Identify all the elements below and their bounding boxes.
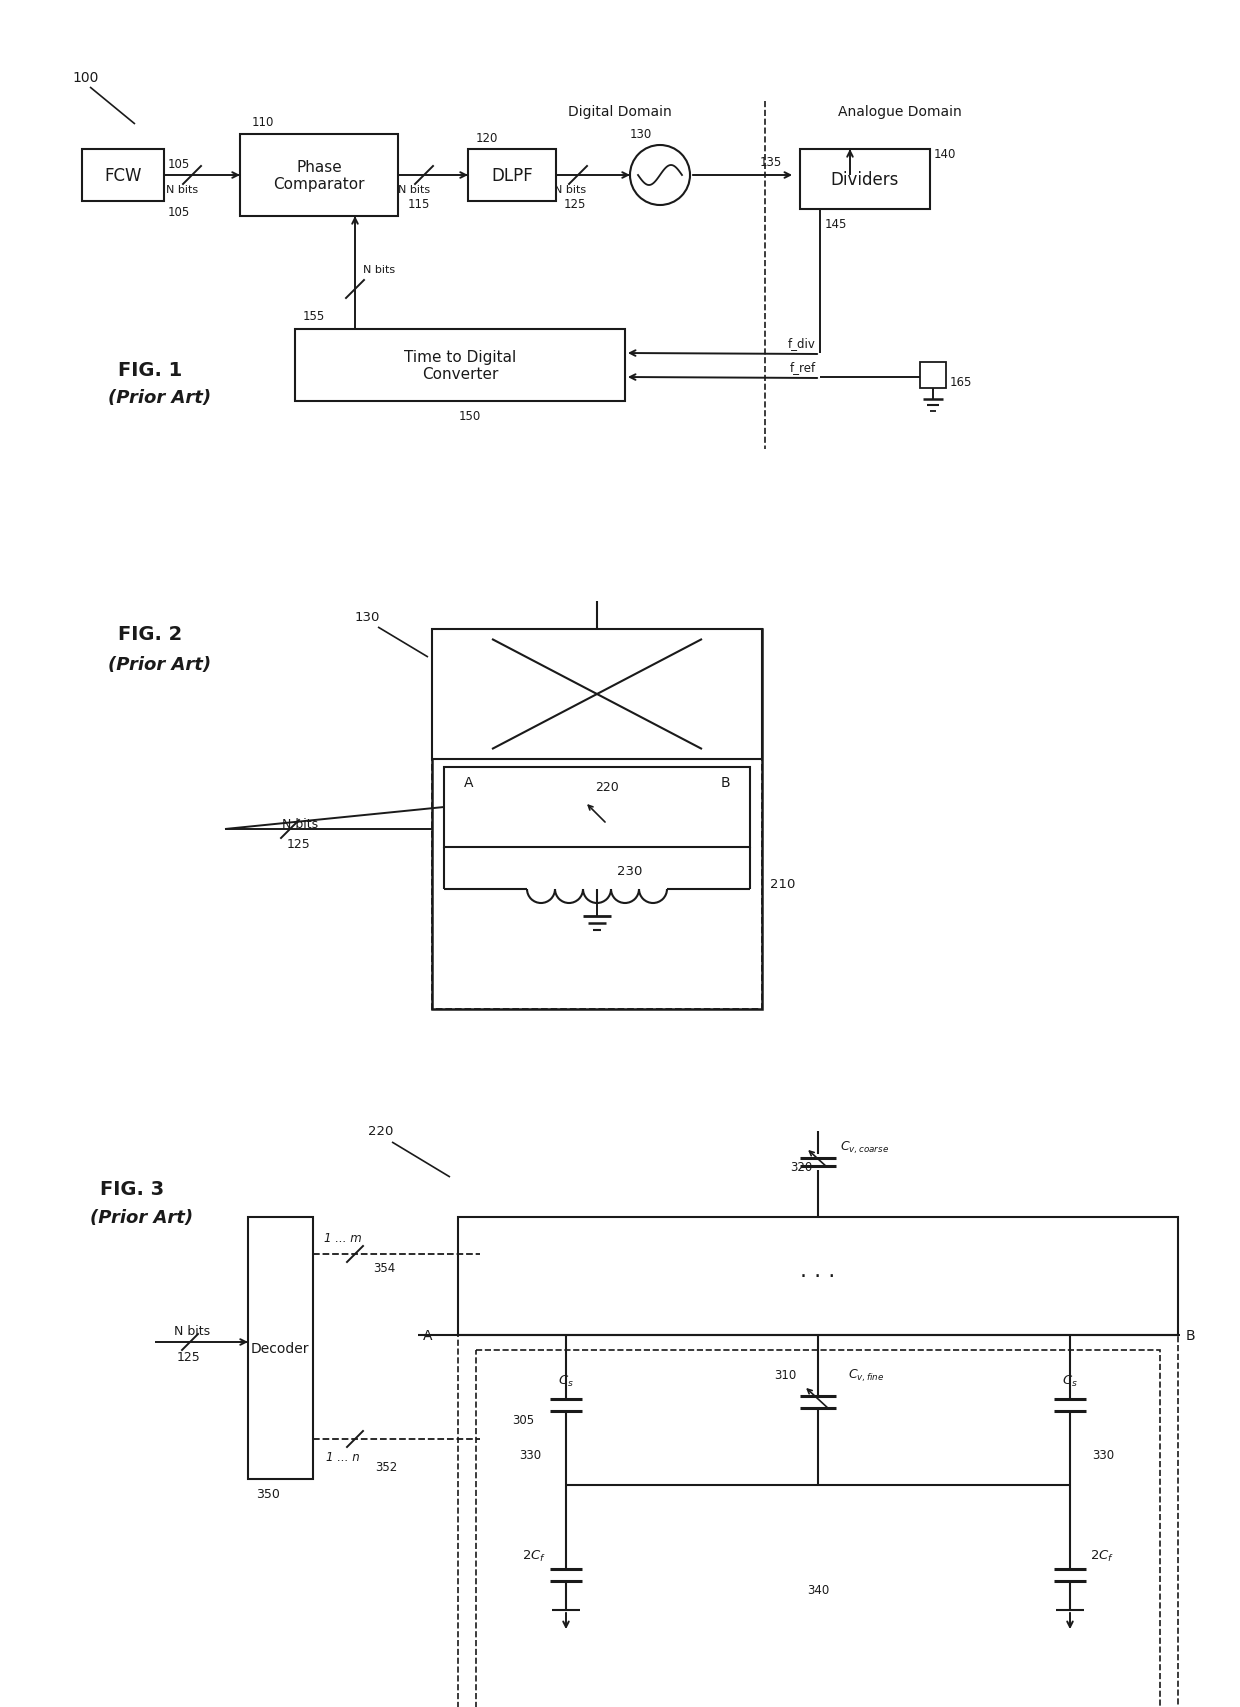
Text: $C_{v,fine}$: $C_{v,fine}$ [848,1367,884,1383]
Text: $C_s$: $C_s$ [558,1372,574,1388]
Text: 210: 210 [770,877,795,891]
Text: N bits: N bits [166,184,198,195]
Text: 352: 352 [374,1461,397,1473]
Text: B: B [1185,1328,1195,1342]
Text: 1 ... n: 1 ... n [326,1451,360,1463]
Text: N bits: N bits [281,818,317,831]
Text: N bits: N bits [363,265,396,275]
Text: Decoder: Decoder [250,1342,309,1355]
Text: 140: 140 [934,147,956,160]
Text: A: A [464,775,474,790]
Text: 130: 130 [355,611,381,625]
Bar [248,1217,312,1480]
Text: 105: 105 [167,157,190,171]
Text: Analogue Domain: Analogue Domain [838,104,962,119]
Text: 340: 340 [807,1584,830,1596]
Bar [920,364,946,389]
Bar [241,135,398,217]
Text: 354: 354 [373,1261,396,1275]
Text: 135: 135 [760,157,782,169]
Text: DLPF: DLPF [491,167,533,184]
Text: 145: 145 [825,217,847,230]
Text: 115: 115 [408,198,430,212]
Bar [467,150,556,201]
Text: FIG. 2: FIG. 2 [118,625,182,644]
Text: Digital Domain: Digital Domain [568,104,672,119]
Bar [432,760,763,1009]
Bar [476,1350,1159,1707]
Text: f_div: f_div [789,338,816,350]
Text: A: A [423,1328,433,1342]
Text: FCW: FCW [104,167,141,184]
Text: 125: 125 [286,838,310,852]
Text: Dividers: Dividers [831,171,899,189]
Text: 305: 305 [512,1413,534,1427]
Text: $C_{v,coarse}$: $C_{v,coarse}$ [839,1139,889,1156]
Text: FIG. 3: FIG. 3 [100,1180,164,1198]
Text: · · ·: · · · [800,1267,836,1287]
Bar [458,1217,1178,1707]
Bar [432,630,763,1009]
Bar [444,768,750,847]
Text: 105: 105 [167,205,190,218]
Text: FIG. 1: FIG. 1 [118,360,182,379]
Text: 110: 110 [252,116,274,128]
Text: 130: 130 [630,128,652,142]
Text: (Prior Art): (Prior Art) [108,389,211,406]
Text: N bits: N bits [554,184,587,195]
Text: 230: 230 [618,865,642,877]
Text: f_ref: f_ref [790,362,816,374]
Text: $2C_f$: $2C_f$ [1090,1548,1114,1562]
Text: 220: 220 [595,782,619,794]
Text: 165: 165 [950,376,972,387]
Bar [82,150,164,201]
Text: 320: 320 [790,1161,812,1174]
Text: (Prior Art): (Prior Art) [108,655,211,674]
Text: 1 ... m: 1 ... m [324,1232,362,1244]
Text: $C_s$: $C_s$ [1063,1372,1078,1388]
Bar [800,150,930,210]
Text: Time to Digital
Converter: Time to Digital Converter [404,350,516,382]
Text: 150: 150 [459,410,481,422]
Bar [295,329,625,401]
Text: N bits: N bits [174,1325,210,1338]
Bar [458,1217,1178,1335]
Bar [432,630,763,760]
Text: B: B [720,775,730,790]
Text: 330: 330 [518,1449,541,1461]
Text: N bits: N bits [398,184,430,195]
Text: 125: 125 [564,198,587,212]
Text: 330: 330 [1092,1449,1114,1461]
Text: 155: 155 [303,309,325,323]
Text: 310: 310 [774,1369,796,1381]
Text: 100: 100 [72,72,98,85]
Text: 125: 125 [176,1350,200,1364]
Text: 120: 120 [476,131,498,145]
Text: $2C_f$: $2C_f$ [522,1548,546,1562]
Text: 220: 220 [368,1125,393,1139]
Text: (Prior Art): (Prior Art) [91,1209,193,1226]
Text: Phase
Comparator: Phase Comparator [273,160,365,193]
Text: 350: 350 [255,1487,280,1500]
